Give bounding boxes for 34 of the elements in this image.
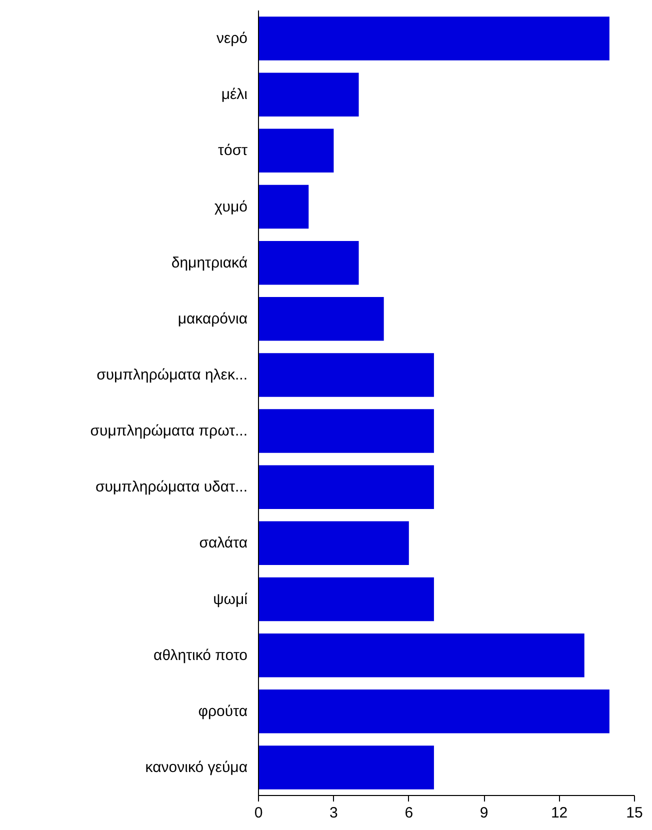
y-tick-label: δημητριακά	[171, 254, 248, 272]
bar	[258, 409, 434, 453]
bar	[258, 577, 434, 622]
bar	[258, 297, 384, 341]
bar	[258, 746, 434, 790]
x-tick-label: 3	[330, 804, 338, 822]
y-tick-label: αθλητικό ποτο	[154, 646, 248, 664]
x-tick-label: 12	[550, 804, 568, 822]
bar	[258, 184, 309, 229]
y-tick-label: συμπληρώματα πρωτ...	[90, 422, 248, 440]
bar	[258, 128, 334, 173]
y-tick-label: μέλι	[221, 86, 248, 104]
bar	[258, 690, 610, 734]
bar	[258, 465, 434, 509]
y-tick-label: χυμό	[214, 198, 248, 216]
bar	[258, 521, 409, 566]
y-tick-label: συμπληρώματα ηλεκ...	[96, 366, 248, 384]
x-tick-label: 15	[626, 804, 643, 822]
y-tick-label: σαλάτα	[199, 534, 248, 552]
y-tick-label: τόστ	[218, 142, 248, 160]
x-tick-label: 6	[404, 804, 414, 822]
y-tick-label: φρούτα	[198, 702, 248, 720]
bar	[258, 16, 610, 60]
y-tick-label: κανονικό γεύμα	[145, 758, 248, 776]
bar	[258, 353, 434, 397]
x-tick-label: 9	[480, 804, 488, 822]
y-tick-label: νερό	[216, 30, 248, 48]
bar	[258, 72, 359, 116]
y-tick-label: ψωμί	[213, 590, 248, 608]
bar	[258, 240, 359, 285]
y-tick-label: μακαρόνια	[178, 310, 248, 328]
bar	[258, 633, 584, 678]
x-tick-label: 0	[254, 804, 263, 822]
y-tick-label: συμπληρώματα υδατ...	[95, 478, 248, 496]
